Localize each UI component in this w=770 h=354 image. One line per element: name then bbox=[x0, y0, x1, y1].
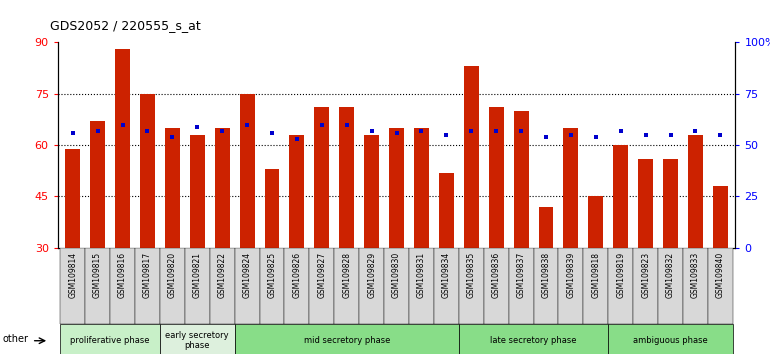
Text: GSM109822: GSM109822 bbox=[218, 252, 226, 298]
Bar bbox=[459, 324, 608, 354]
Text: GSM109828: GSM109828 bbox=[342, 252, 351, 298]
Text: late secretory phase: late secretory phase bbox=[490, 336, 577, 345]
Bar bbox=[314, 108, 330, 248]
Bar bbox=[235, 248, 259, 324]
Bar bbox=[60, 324, 160, 354]
Bar bbox=[608, 248, 633, 324]
Text: GSM109816: GSM109816 bbox=[118, 252, 127, 298]
Bar bbox=[160, 248, 185, 324]
Text: GSM109834: GSM109834 bbox=[442, 252, 451, 298]
Bar bbox=[310, 248, 334, 324]
Bar bbox=[110, 248, 135, 324]
Text: GSM109819: GSM109819 bbox=[616, 252, 625, 298]
Bar bbox=[265, 169, 280, 248]
Text: GSM109838: GSM109838 bbox=[541, 252, 551, 298]
Bar bbox=[638, 159, 653, 248]
Bar bbox=[209, 248, 235, 324]
Bar bbox=[389, 128, 404, 248]
Bar bbox=[608, 324, 733, 354]
Text: GDS2052 / 220555_s_at: GDS2052 / 220555_s_at bbox=[50, 19, 201, 32]
Text: GSM109825: GSM109825 bbox=[267, 252, 276, 298]
Text: GSM109821: GSM109821 bbox=[192, 252, 202, 298]
Bar bbox=[185, 248, 209, 324]
Bar bbox=[115, 49, 130, 248]
Text: GSM109817: GSM109817 bbox=[143, 252, 152, 298]
Bar bbox=[459, 248, 484, 324]
Bar bbox=[439, 172, 454, 248]
Text: GSM109818: GSM109818 bbox=[591, 252, 601, 298]
Bar bbox=[588, 196, 604, 248]
Text: GSM109840: GSM109840 bbox=[716, 252, 725, 298]
Bar bbox=[239, 94, 255, 248]
Bar bbox=[489, 108, 504, 248]
Bar bbox=[189, 135, 205, 248]
Text: GSM109815: GSM109815 bbox=[93, 252, 102, 298]
Text: GSM109830: GSM109830 bbox=[392, 252, 401, 298]
Bar bbox=[514, 111, 528, 248]
Bar bbox=[509, 248, 534, 324]
Bar bbox=[713, 186, 728, 248]
Bar bbox=[160, 324, 235, 354]
Bar bbox=[584, 248, 608, 324]
Bar bbox=[140, 94, 155, 248]
Bar bbox=[364, 135, 379, 248]
Bar bbox=[434, 248, 459, 324]
Bar bbox=[688, 135, 703, 248]
Bar bbox=[484, 248, 509, 324]
Bar bbox=[409, 248, 434, 324]
Bar bbox=[558, 248, 584, 324]
Bar bbox=[65, 149, 80, 248]
Bar bbox=[613, 145, 628, 248]
Bar bbox=[384, 248, 409, 324]
Text: GSM109824: GSM109824 bbox=[243, 252, 252, 298]
Bar bbox=[259, 248, 284, 324]
Bar bbox=[235, 324, 459, 354]
Bar bbox=[564, 128, 578, 248]
Bar bbox=[658, 248, 683, 324]
Bar bbox=[215, 128, 229, 248]
Text: GSM109820: GSM109820 bbox=[168, 252, 177, 298]
Bar bbox=[334, 248, 359, 324]
Text: GSM109827: GSM109827 bbox=[317, 252, 326, 298]
Text: GSM109826: GSM109826 bbox=[293, 252, 301, 298]
Text: mid secretory phase: mid secretory phase bbox=[303, 336, 390, 345]
Text: early secretory
phase: early secretory phase bbox=[166, 331, 229, 350]
Bar bbox=[708, 248, 733, 324]
Bar bbox=[538, 207, 554, 248]
Text: GSM109831: GSM109831 bbox=[417, 252, 426, 298]
Text: GSM109836: GSM109836 bbox=[492, 252, 501, 298]
Bar bbox=[290, 135, 304, 248]
Bar bbox=[663, 159, 678, 248]
Text: other: other bbox=[3, 334, 29, 344]
Bar bbox=[534, 248, 558, 324]
Text: GSM109839: GSM109839 bbox=[567, 252, 575, 298]
Text: GSM109833: GSM109833 bbox=[691, 252, 700, 298]
Bar bbox=[359, 248, 384, 324]
Text: GSM109823: GSM109823 bbox=[641, 252, 650, 298]
Bar bbox=[60, 248, 85, 324]
Bar bbox=[284, 248, 310, 324]
Bar bbox=[683, 248, 708, 324]
Bar bbox=[414, 128, 429, 248]
Bar bbox=[633, 248, 658, 324]
Text: ambiguous phase: ambiguous phase bbox=[633, 336, 708, 345]
Text: GSM109835: GSM109835 bbox=[467, 252, 476, 298]
Bar bbox=[135, 248, 160, 324]
Text: proliferative phase: proliferative phase bbox=[70, 336, 150, 345]
Text: GSM109832: GSM109832 bbox=[666, 252, 675, 298]
Text: GSM109829: GSM109829 bbox=[367, 252, 376, 298]
Text: GSM109837: GSM109837 bbox=[517, 252, 526, 298]
Bar bbox=[464, 67, 479, 248]
Bar bbox=[340, 108, 354, 248]
Bar bbox=[165, 128, 180, 248]
Bar bbox=[85, 248, 110, 324]
Bar bbox=[90, 121, 105, 248]
Text: GSM109814: GSM109814 bbox=[69, 252, 77, 298]
